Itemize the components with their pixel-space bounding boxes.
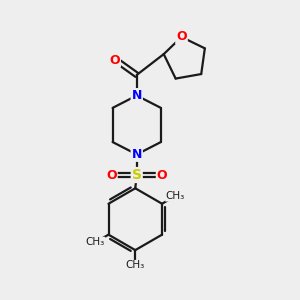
Text: N: N: [132, 148, 142, 161]
Text: O: O: [176, 31, 187, 44]
Text: CH₃: CH₃: [85, 237, 105, 247]
Text: O: O: [157, 169, 167, 182]
Text: CH₃: CH₃: [126, 260, 145, 270]
Text: CH₃: CH₃: [166, 191, 185, 201]
Text: N: N: [132, 89, 142, 102]
Text: S: S: [132, 168, 142, 182]
Text: O: O: [110, 54, 120, 67]
Text: O: O: [106, 169, 117, 182]
